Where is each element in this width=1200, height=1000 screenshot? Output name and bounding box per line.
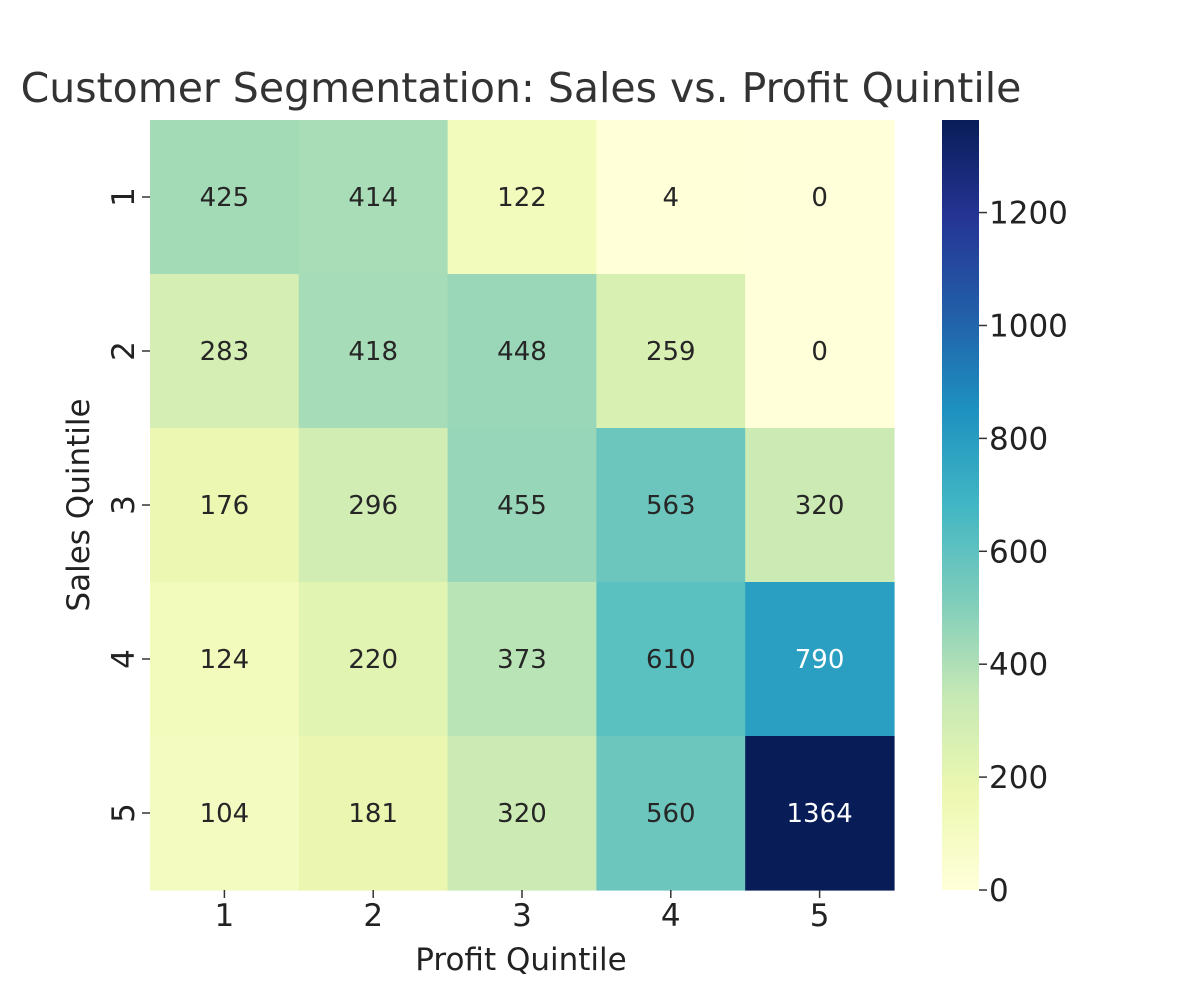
cell-value-label: 176	[200, 491, 250, 521]
cell-value-label: 122	[497, 183, 547, 213]
heatmap-cell	[745, 120, 895, 275]
heatmap-cell	[596, 582, 746, 737]
cell-value-label: 790	[795, 645, 845, 675]
cell-value-label: 296	[348, 491, 398, 521]
heatmap-cell	[596, 736, 746, 891]
heatmap-cell	[447, 274, 597, 429]
heatmap-cell	[745, 428, 895, 583]
x-tick-label: 3	[512, 898, 532, 934]
heatmap-cell	[150, 582, 300, 737]
cell-value-label: 104	[200, 799, 250, 829]
y-tick-label: 4	[106, 649, 142, 669]
heatmap-cell	[150, 120, 300, 275]
colorbar-tick-label: 0	[989, 873, 1009, 909]
y-axis-ticks: 1 2 3 4 5	[106, 187, 150, 823]
heatmap-cell	[596, 120, 746, 275]
y-tick-label: 3	[106, 495, 142, 515]
cell-value-label: 181	[348, 799, 398, 829]
y-axis-label: Sales Quintile	[61, 398, 97, 611]
cell-value-label: 0	[811, 183, 828, 213]
colorbar-tick-label: 200	[989, 760, 1048, 796]
cell-value-label: 0	[811, 337, 828, 367]
cell-value-label: 259	[646, 337, 696, 367]
heatmap-cell	[596, 274, 746, 429]
x-tick-label: 4	[661, 898, 681, 934]
heatmap-cell	[745, 582, 895, 737]
colorbar	[942, 120, 979, 890]
cell-value-label: 4	[663, 183, 680, 213]
x-axis-label: Profit Quintile	[415, 942, 626, 978]
heatmap-cell	[150, 274, 300, 429]
x-axis-ticks: 1 2 3 4 5	[215, 890, 830, 934]
cell-value-label: 563	[646, 491, 696, 521]
cell-value-label: 124	[200, 645, 250, 675]
chart-title: Customer Segmentation: Sales vs. Profit …	[21, 64, 1022, 112]
x-tick-label: 2	[363, 898, 383, 934]
cell-value-label: 373	[497, 645, 547, 675]
cell-value-label: 1364	[787, 799, 853, 829]
heatmap-cell	[447, 582, 597, 737]
heatmap-cell-labels: 425 414 122 4 0 283 418 448 259 0 176 296 455 563 320 1…	[200, 183, 853, 829]
colorbar-tick-label: 400	[989, 647, 1048, 683]
x-tick-label: 5	[810, 898, 830, 934]
cell-value-label: 414	[348, 183, 398, 213]
y-tick-label: 5	[106, 803, 142, 823]
cell-value-label: 220	[348, 645, 398, 675]
heatmap-cell	[150, 428, 300, 583]
colorbar-tick-label: 600	[989, 534, 1048, 570]
y-tick-label: 2	[106, 341, 142, 361]
cell-value-label: 418	[348, 337, 398, 367]
heatmap-cell	[745, 736, 895, 891]
cell-value-label: 448	[497, 337, 547, 367]
colorbar-tick-label: 1000	[989, 308, 1068, 344]
heatmap-cells	[150, 120, 895, 891]
cell-value-label: 320	[497, 799, 547, 829]
heatmap-cell	[298, 582, 449, 737]
x-tick-label: 1	[215, 898, 235, 934]
heatmap-cell	[298, 274, 449, 429]
cell-value-label: 610	[646, 645, 696, 675]
colorbar-ticks: 0 200 400 600 800 1000 1200	[979, 196, 1068, 909]
heatmap-cell	[745, 274, 895, 429]
heatmap-cell	[447, 120, 597, 275]
cell-value-label: 320	[795, 491, 845, 521]
colorbar-tick-label: 800	[989, 421, 1048, 457]
heatmap-cell	[298, 120, 449, 275]
cell-value-label: 455	[497, 491, 547, 521]
colorbar-tick-label: 1200	[989, 196, 1068, 232]
cell-value-label: 425	[200, 183, 250, 213]
heatmap-cell	[298, 736, 449, 891]
heatmap-cell	[150, 736, 300, 891]
heatmap-cell	[298, 428, 449, 583]
y-tick-label: 1	[106, 187, 142, 207]
cell-value-label: 283	[200, 337, 250, 367]
cell-value-label: 560	[646, 799, 696, 829]
heatmap-cell	[447, 736, 597, 891]
heatmap-cell	[596, 428, 746, 583]
heatmap-cell	[447, 428, 597, 583]
